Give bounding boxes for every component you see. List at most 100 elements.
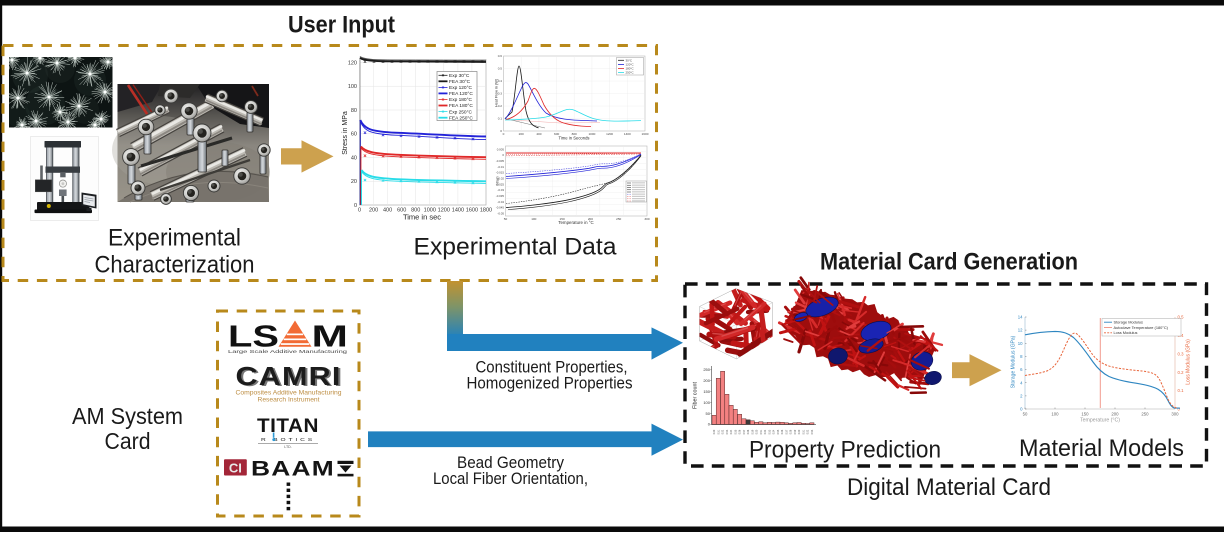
svg-text:Card: Card	[105, 428, 151, 454]
svg-text:0.06: 0.06	[781, 429, 784, 434]
svg-text:200: 200	[519, 132, 524, 136]
svg-text:BAAM: BAAM	[251, 457, 335, 481]
svg-text:Storage Modulus: Storage Modulus	[1114, 320, 1143, 325]
svg-text:150: 150	[1081, 412, 1089, 417]
svg-text:FEA 120°C: FEA 120°C	[449, 91, 473, 97]
svg-text:Stress in MPa: Stress in MPa	[342, 111, 349, 155]
svg-text:Exp 120°C: Exp 120°C	[449, 85, 473, 91]
svg-text:Local Fiber Orientation,: Local Fiber Orientation,	[433, 470, 588, 488]
svg-text:-0.045: -0.045	[496, 206, 505, 210]
svg-text:0.55: 0.55	[734, 429, 737, 434]
svg-text:Digital Material Card: Digital Material Card	[847, 474, 1051, 501]
svg-text:250°C: 250°C	[626, 71, 634, 75]
svg-text:50: 50	[706, 411, 711, 416]
svg-text:100: 100	[531, 217, 536, 221]
svg-text:150: 150	[703, 389, 710, 394]
svg-text:0.51: 0.51	[717, 429, 720, 434]
svg-text:Time in sec: Time in sec	[403, 213, 441, 222]
svg-text:Strain: Strain	[496, 176, 500, 185]
svg-text:0.55: 0.55	[777, 429, 780, 434]
svg-text:300: 300	[644, 217, 649, 221]
svg-text:Time in Seconds: Time in Seconds	[558, 135, 589, 140]
svg-text:Temperature in °C: Temperature in °C	[558, 220, 593, 225]
svg-text:Exp 30°C: Exp 30°C	[449, 73, 470, 79]
svg-text:0: 0	[358, 208, 361, 214]
svg-text:50: 50	[1023, 412, 1028, 417]
svg-text:1800: 1800	[480, 208, 492, 214]
svg-text:20: 20	[351, 179, 357, 185]
svg-text:Exp 180°C: Exp 180°C	[449, 97, 473, 103]
svg-text:0.08: 0.08	[747, 429, 750, 434]
svg-text:250: 250	[703, 367, 710, 372]
svg-text:0.53: 0.53	[726, 429, 729, 434]
svg-text:FEA 250°C: FEA 250°C	[449, 115, 473, 121]
svg-text:200: 200	[703, 378, 710, 383]
svg-text:0.1: 0.1	[498, 117, 503, 121]
svg-text:CAMRI: CAMRI	[236, 361, 342, 391]
svg-text:0.02: 0.02	[807, 429, 810, 434]
svg-text:AM System: AM System	[72, 403, 183, 429]
svg-text:1400: 1400	[624, 132, 631, 136]
svg-text:0.005: 0.005	[497, 147, 505, 151]
svg-text:0: 0	[503, 132, 505, 136]
svg-text:Loss Modulus: Loss Modulus	[1114, 330, 1138, 335]
svg-text:100: 100	[1051, 412, 1059, 417]
svg-text:0.53: 0.53	[811, 429, 814, 434]
svg-text:100: 100	[348, 84, 357, 90]
svg-text:Research Instrument: Research Instrument	[258, 396, 320, 403]
svg-text:200: 200	[369, 208, 378, 214]
svg-text:-0.035: -0.035	[496, 194, 505, 198]
svg-text:0.02: 0.02	[722, 429, 725, 434]
svg-text:100: 100	[703, 400, 710, 405]
svg-text:Heat Flow in (W): Heat Flow in (W)	[495, 78, 499, 107]
svg-text:Material Card Generation: Material Card Generation	[820, 249, 1078, 276]
svg-text:Experimental: Experimental	[108, 225, 241, 252]
svg-text:250: 250	[616, 217, 621, 221]
svg-text:-0.03: -0.03	[497, 188, 504, 192]
svg-text:0.06: 0.06	[739, 429, 742, 434]
svg-text:-0.015: -0.015	[496, 171, 505, 175]
svg-text:FEA 30°C: FEA 30°C	[449, 79, 471, 85]
svg-text:0.1: 0.1	[1178, 388, 1185, 393]
svg-text:CI: CI	[229, 461, 242, 475]
svg-text:0.51: 0.51	[760, 429, 763, 434]
svg-text:0.02: 0.02	[764, 429, 767, 434]
svg-text:14: 14	[1018, 315, 1023, 320]
svg-text:User Input: User Input	[288, 12, 395, 39]
svg-text:Composites Additive Manufactur: Composites Additive Manufacturing	[236, 389, 342, 396]
svg-text:400: 400	[536, 132, 541, 136]
svg-text:-0.05: -0.05	[497, 212, 504, 216]
svg-text:0.00: 0.00	[756, 429, 759, 434]
svg-text:-0.01: -0.01	[497, 165, 504, 169]
svg-text:1400: 1400	[452, 208, 464, 214]
svg-text:40: 40	[351, 155, 357, 161]
svg-text:Autoclave Temperature (180°C): Autoclave Temperature (180°C)	[1114, 325, 1169, 330]
svg-text:Storage Modulus (GPa): Storage Modulus (GPa)	[1011, 335, 1017, 388]
svg-text:0.00: 0.00	[798, 429, 801, 434]
svg-text:TITAN: TITAN	[257, 415, 319, 437]
svg-text:0.3: 0.3	[1178, 351, 1185, 356]
svg-text:60: 60	[351, 132, 357, 138]
svg-text:120: 120	[348, 60, 357, 66]
svg-text:1600: 1600	[642, 132, 649, 136]
svg-text:0.5: 0.5	[498, 67, 503, 71]
svg-text:0.51: 0.51	[802, 429, 805, 434]
svg-text:0.53: 0.53	[768, 429, 771, 434]
svg-text:0.6: 0.6	[498, 54, 503, 58]
svg-text:0.57: 0.57	[785, 429, 788, 434]
svg-text:50: 50	[504, 217, 508, 221]
svg-text:10: 10	[1018, 341, 1023, 346]
svg-text:0.57: 0.57	[743, 429, 746, 434]
svg-text:Property Prediction: Property Prediction	[749, 437, 941, 464]
svg-text:0.04: 0.04	[730, 429, 733, 434]
svg-text:Loss Modulus (GPa): Loss Modulus (GPa)	[1186, 339, 1192, 385]
svg-text:Large Scale Additive Manufactu: Large Scale Additive Manufacturing	[228, 349, 348, 354]
svg-text:Material Models: Material Models	[1019, 435, 1184, 462]
svg-text:FEA 180°C: FEA 180°C	[449, 103, 473, 109]
svg-text:250: 250	[1141, 412, 1149, 417]
svg-text:-0.04: -0.04	[497, 200, 504, 204]
svg-text:Temperature (°C): Temperature (°C)	[1080, 418, 1120, 424]
svg-text:0: 0	[354, 203, 357, 209]
svg-text:80: 80	[351, 108, 357, 114]
svg-text:Experimental Data: Experimental Data	[414, 234, 618, 261]
